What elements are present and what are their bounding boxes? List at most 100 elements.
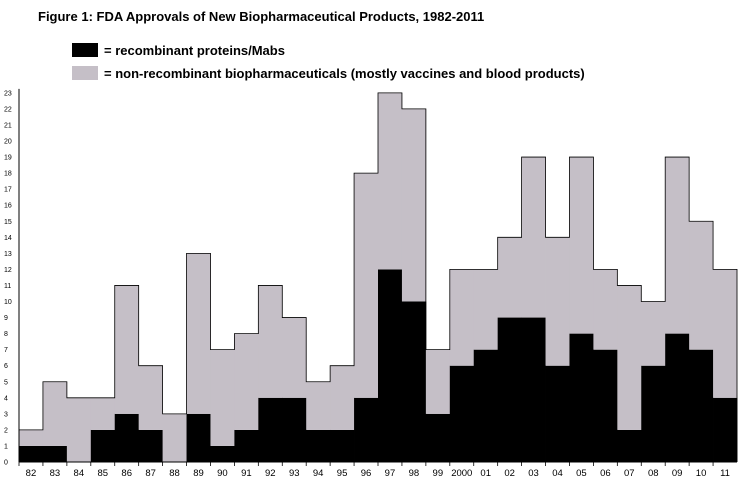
- y-tick-label: 13: [4, 251, 12, 258]
- bar-recombinant: [330, 429, 355, 462]
- y-tick-label: 1: [4, 443, 8, 450]
- x-tick-label: 98: [409, 468, 420, 479]
- bar-non-recombinant: [713, 269, 738, 398]
- bar-recombinant: [713, 397, 738, 462]
- bar-recombinant: [425, 413, 451, 462]
- y-tick-label: 23: [4, 90, 12, 97]
- bar-non-recombinant: [521, 157, 546, 318]
- bar-non-recombinant: [569, 157, 594, 334]
- x-tick-label: 06: [600, 468, 611, 479]
- x-tick-label: 87: [145, 468, 156, 479]
- bar-recombinant: [210, 445, 235, 462]
- x-tick-label: 94: [313, 468, 324, 479]
- x-tick-label: 08: [648, 468, 659, 479]
- x-tick-label: 83: [50, 468, 61, 479]
- legend-swatch-non-recombinant: [72, 66, 98, 80]
- bar-non-recombinant: [641, 301, 666, 366]
- x-tick-label: 90: [217, 468, 228, 479]
- bar-non-recombinant: [497, 237, 522, 318]
- bar-non-recombinant: [162, 413, 187, 462]
- x-tick-label: 03: [528, 468, 539, 479]
- bar-recombinant: [521, 317, 546, 462]
- bar-non-recombinant: [258, 285, 283, 398]
- bar-non-recombinant: [401, 108, 427, 302]
- bar-recombinant: [665, 333, 690, 462]
- legend-label-non-recombinant: = non-recombinant biopharmaceuticals (mo…: [104, 65, 585, 81]
- bar-non-recombinant: [545, 237, 570, 366]
- x-tick-label: 97: [385, 468, 396, 479]
- y-tick-label: 12: [4, 267, 12, 274]
- y-tick-label: 7: [4, 347, 8, 354]
- bar-non-recombinant: [330, 365, 355, 430]
- y-tick-label: 11: [4, 283, 11, 290]
- y-tick-label: 16: [4, 203, 12, 210]
- bar-recombinant: [306, 429, 331, 462]
- bar-recombinant: [234, 429, 259, 462]
- x-tick-label: 07: [624, 468, 635, 479]
- bar-non-recombinant: [665, 157, 690, 334]
- bar-recombinant: [114, 413, 140, 462]
- x-tick-label: 86: [121, 468, 132, 479]
- bar-recombinant: [641, 365, 666, 462]
- y-tick-label: 14: [4, 235, 12, 242]
- legend-label-recombinant: = recombinant proteins/Mabs: [104, 42, 285, 58]
- y-tick-label: 20: [4, 139, 12, 146]
- x-tick-label: 05: [576, 468, 587, 479]
- bar-recombinant: [593, 349, 618, 462]
- x-tick-label: 11: [720, 468, 730, 479]
- bar-recombinant: [617, 429, 642, 462]
- bar-non-recombinant: [378, 92, 403, 270]
- bar-recombinant: [449, 365, 475, 462]
- y-tick-label: 19: [4, 155, 12, 162]
- x-tick-label: 01: [480, 468, 491, 479]
- bar-recombinant: [19, 445, 44, 462]
- x-tick-label: 82: [26, 468, 37, 479]
- y-tick-label: 5: [4, 379, 8, 386]
- bar-non-recombinant: [689, 221, 714, 350]
- bar-recombinant: [689, 349, 714, 462]
- bar-non-recombinant: [210, 349, 235, 446]
- x-tick-label: 92: [265, 468, 276, 479]
- bar-recombinant: [354, 397, 379, 462]
- x-tick-label: 93: [289, 468, 300, 479]
- bar-recombinant: [90, 429, 116, 462]
- bar-recombinant: [186, 413, 211, 462]
- bar-non-recombinant: [282, 317, 307, 398]
- bar-non-recombinant: [473, 269, 499, 350]
- y-tick-label: 6: [4, 363, 8, 370]
- y-tick-label: 4: [4, 395, 8, 402]
- bar-non-recombinant: [42, 381, 68, 446]
- bar-non-recombinant: [234, 333, 259, 430]
- x-tick-label: 99: [433, 468, 444, 479]
- x-tick-label: 2000: [451, 468, 472, 479]
- y-tick-label: 18: [4, 171, 12, 178]
- bar-non-recombinant: [593, 269, 618, 350]
- bar-non-recombinant: [306, 381, 331, 430]
- y-tick-label: 0: [4, 460, 8, 467]
- y-tick-label: 3: [4, 411, 8, 418]
- y-tick-label: 22: [4, 106, 12, 113]
- y-tick-label: 17: [4, 187, 12, 194]
- x-tick-label: 84: [74, 468, 85, 479]
- bar-recombinant: [545, 365, 570, 462]
- bar-non-recombinant: [449, 269, 475, 366]
- bar-non-recombinant: [186, 253, 211, 414]
- bar-recombinant: [497, 317, 522, 462]
- y-tick-label: 21: [4, 122, 12, 129]
- y-tick-label: 9: [4, 315, 8, 322]
- bar-non-recombinant: [19, 429, 44, 446]
- x-tick-label: 04: [552, 468, 563, 479]
- x-tick-label: 89: [193, 468, 204, 479]
- legend-item-recombinant: = recombinant proteins/Mabs: [72, 42, 285, 58]
- legend-item-non-recombinant: = non-recombinant biopharmaceuticals (mo…: [72, 65, 585, 81]
- x-tick-label: 95: [337, 468, 348, 479]
- bar-recombinant: [378, 269, 403, 462]
- chart-title: Figure 1: FDA Approvals of New Biopharma…: [38, 9, 485, 24]
- x-tick-label: 91: [241, 468, 252, 479]
- y-tick-label: 2: [4, 427, 8, 434]
- x-tick-label: 96: [361, 468, 372, 479]
- bar-non-recombinant: [425, 349, 451, 414]
- y-tick-label: 8: [4, 331, 8, 338]
- bar-non-recombinant: [617, 285, 642, 430]
